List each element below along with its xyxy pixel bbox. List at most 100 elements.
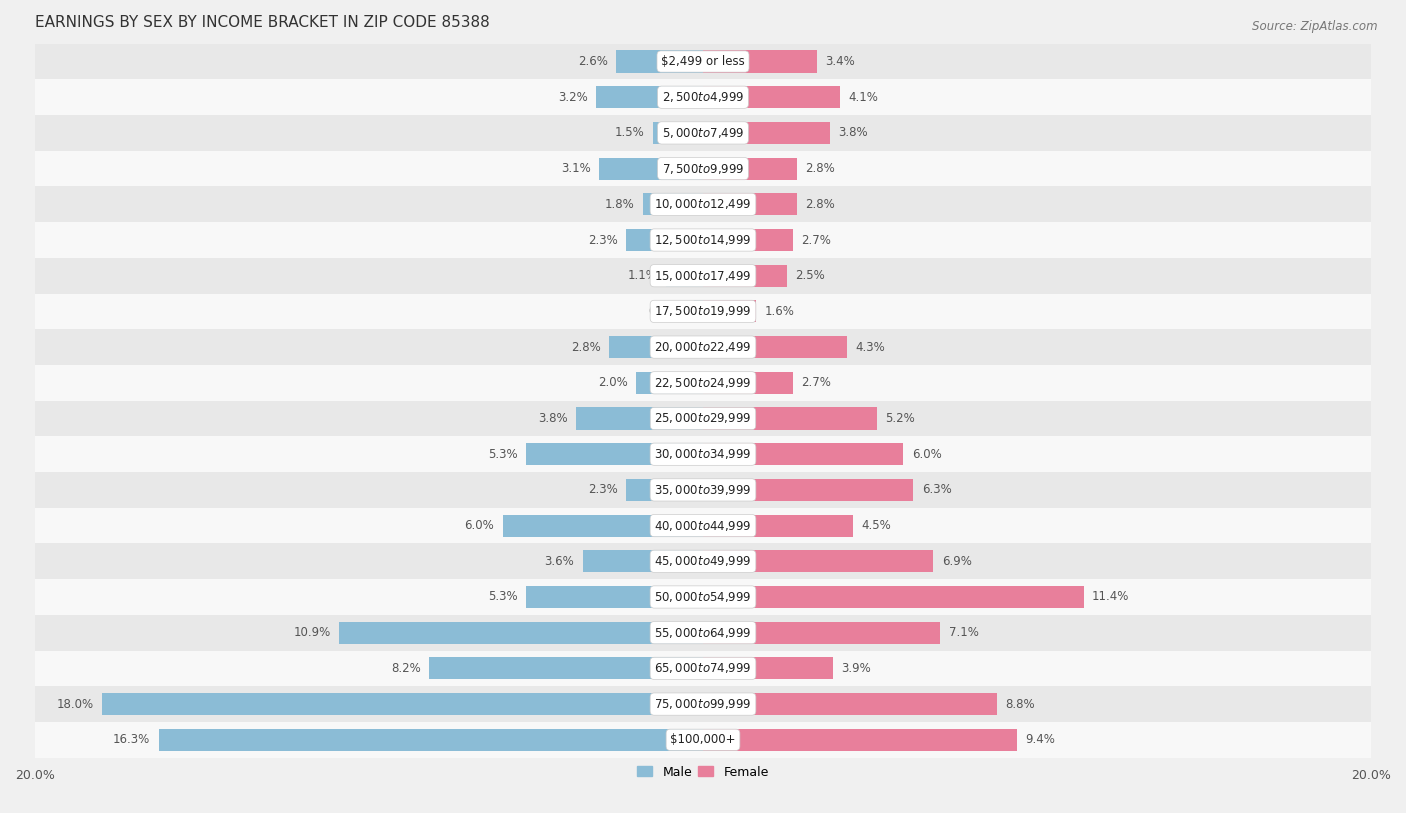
Text: $30,000 to $34,999: $30,000 to $34,999 <box>654 447 752 461</box>
Text: $15,000 to $17,499: $15,000 to $17,499 <box>654 269 752 283</box>
Bar <box>703 407 877 429</box>
Text: 11.4%: 11.4% <box>1092 590 1129 603</box>
Bar <box>526 443 703 465</box>
Bar <box>636 372 703 393</box>
Text: 2.6%: 2.6% <box>578 55 607 68</box>
Bar <box>35 150 1371 186</box>
Bar <box>526 586 703 608</box>
Bar <box>35 650 1371 686</box>
Text: 1.5%: 1.5% <box>614 126 644 139</box>
Text: $40,000 to $44,999: $40,000 to $44,999 <box>654 519 752 533</box>
Bar <box>609 336 703 359</box>
Text: 6.0%: 6.0% <box>911 448 942 461</box>
Bar <box>703 622 941 644</box>
Bar <box>35 293 1371 329</box>
Bar <box>596 86 703 108</box>
Text: 18.0%: 18.0% <box>56 698 93 711</box>
Bar <box>703 693 997 715</box>
Bar <box>35 579 1371 615</box>
Text: 6.9%: 6.9% <box>942 554 972 567</box>
Text: 9.4%: 9.4% <box>1025 733 1056 746</box>
Text: 4.3%: 4.3% <box>855 341 884 354</box>
Bar <box>35 508 1371 543</box>
Text: 3.9%: 3.9% <box>842 662 872 675</box>
Text: 7.1%: 7.1% <box>949 626 979 639</box>
Bar <box>703 336 846 359</box>
Bar <box>703 229 793 251</box>
Bar <box>666 265 703 287</box>
Bar <box>35 258 1371 293</box>
Text: 5.2%: 5.2% <box>884 412 915 425</box>
Text: $45,000 to $49,999: $45,000 to $49,999 <box>654 554 752 568</box>
Text: $17,500 to $19,999: $17,500 to $19,999 <box>654 304 752 319</box>
Text: 1.8%: 1.8% <box>605 198 634 211</box>
Bar <box>703 550 934 572</box>
Text: 6.3%: 6.3% <box>922 484 952 497</box>
Text: 16.3%: 16.3% <box>112 733 150 746</box>
Text: 3.8%: 3.8% <box>838 126 868 139</box>
Text: $75,000 to $99,999: $75,000 to $99,999 <box>654 697 752 711</box>
Bar <box>703 372 793 393</box>
Text: 3.8%: 3.8% <box>538 412 568 425</box>
Bar <box>695 300 703 323</box>
Bar <box>35 543 1371 579</box>
Text: 8.8%: 8.8% <box>1005 698 1035 711</box>
Bar <box>502 515 703 537</box>
Bar <box>643 193 703 215</box>
Text: 2.3%: 2.3% <box>588 233 617 246</box>
Bar <box>703 300 756 323</box>
Bar <box>703 122 830 144</box>
Bar <box>35 686 1371 722</box>
Text: $35,000 to $39,999: $35,000 to $39,999 <box>654 483 752 497</box>
Text: 2.0%: 2.0% <box>598 376 628 389</box>
Text: EARNINGS BY SEX BY INCOME BRACKET IN ZIP CODE 85388: EARNINGS BY SEX BY INCOME BRACKET IN ZIP… <box>35 15 489 30</box>
Bar <box>599 158 703 180</box>
Bar <box>429 658 703 680</box>
Bar <box>703 515 853 537</box>
Text: 5.3%: 5.3% <box>488 448 517 461</box>
Bar <box>703 443 904 465</box>
Bar <box>159 728 703 751</box>
Bar <box>101 693 703 715</box>
Text: $7,500 to $9,999: $7,500 to $9,999 <box>662 162 744 176</box>
Text: $25,000 to $29,999: $25,000 to $29,999 <box>654 411 752 425</box>
Text: 3.1%: 3.1% <box>561 162 591 175</box>
Bar <box>703 658 834 680</box>
Text: 6.0%: 6.0% <box>464 519 495 532</box>
Legend: Male, Female: Male, Female <box>633 760 773 784</box>
Text: 2.5%: 2.5% <box>794 269 824 282</box>
Bar <box>35 115 1371 150</box>
Bar <box>35 222 1371 258</box>
Text: 10.9%: 10.9% <box>294 626 330 639</box>
Bar <box>35 80 1371 115</box>
Text: $100,000+: $100,000+ <box>671 733 735 746</box>
Text: $5,000 to $7,499: $5,000 to $7,499 <box>662 126 744 140</box>
Text: 3.2%: 3.2% <box>558 91 588 104</box>
Text: 4.1%: 4.1% <box>848 91 879 104</box>
Text: $20,000 to $22,499: $20,000 to $22,499 <box>654 340 752 354</box>
Bar <box>35 472 1371 508</box>
Bar <box>703 728 1017 751</box>
Text: 2.3%: 2.3% <box>588 484 617 497</box>
Text: $22,500 to $24,999: $22,500 to $24,999 <box>654 376 752 389</box>
Text: 2.8%: 2.8% <box>804 162 835 175</box>
Text: 1.1%: 1.1% <box>628 269 658 282</box>
Text: $12,500 to $14,999: $12,500 to $14,999 <box>654 233 752 247</box>
Text: 4.5%: 4.5% <box>862 519 891 532</box>
Text: 2.8%: 2.8% <box>571 341 602 354</box>
Bar <box>703 86 839 108</box>
Text: 5.3%: 5.3% <box>488 590 517 603</box>
Bar <box>35 401 1371 437</box>
Bar <box>703 50 817 72</box>
Text: $2,499 or less: $2,499 or less <box>661 55 745 68</box>
Text: 3.6%: 3.6% <box>544 554 575 567</box>
Bar <box>35 615 1371 650</box>
Text: $2,500 to $4,999: $2,500 to $4,999 <box>662 90 744 104</box>
Bar <box>703 479 914 501</box>
Text: 2.7%: 2.7% <box>801 376 831 389</box>
Bar <box>35 365 1371 401</box>
Bar <box>652 122 703 144</box>
Text: $10,000 to $12,499: $10,000 to $12,499 <box>654 198 752 211</box>
Bar <box>582 550 703 572</box>
Text: $55,000 to $64,999: $55,000 to $64,999 <box>654 626 752 640</box>
